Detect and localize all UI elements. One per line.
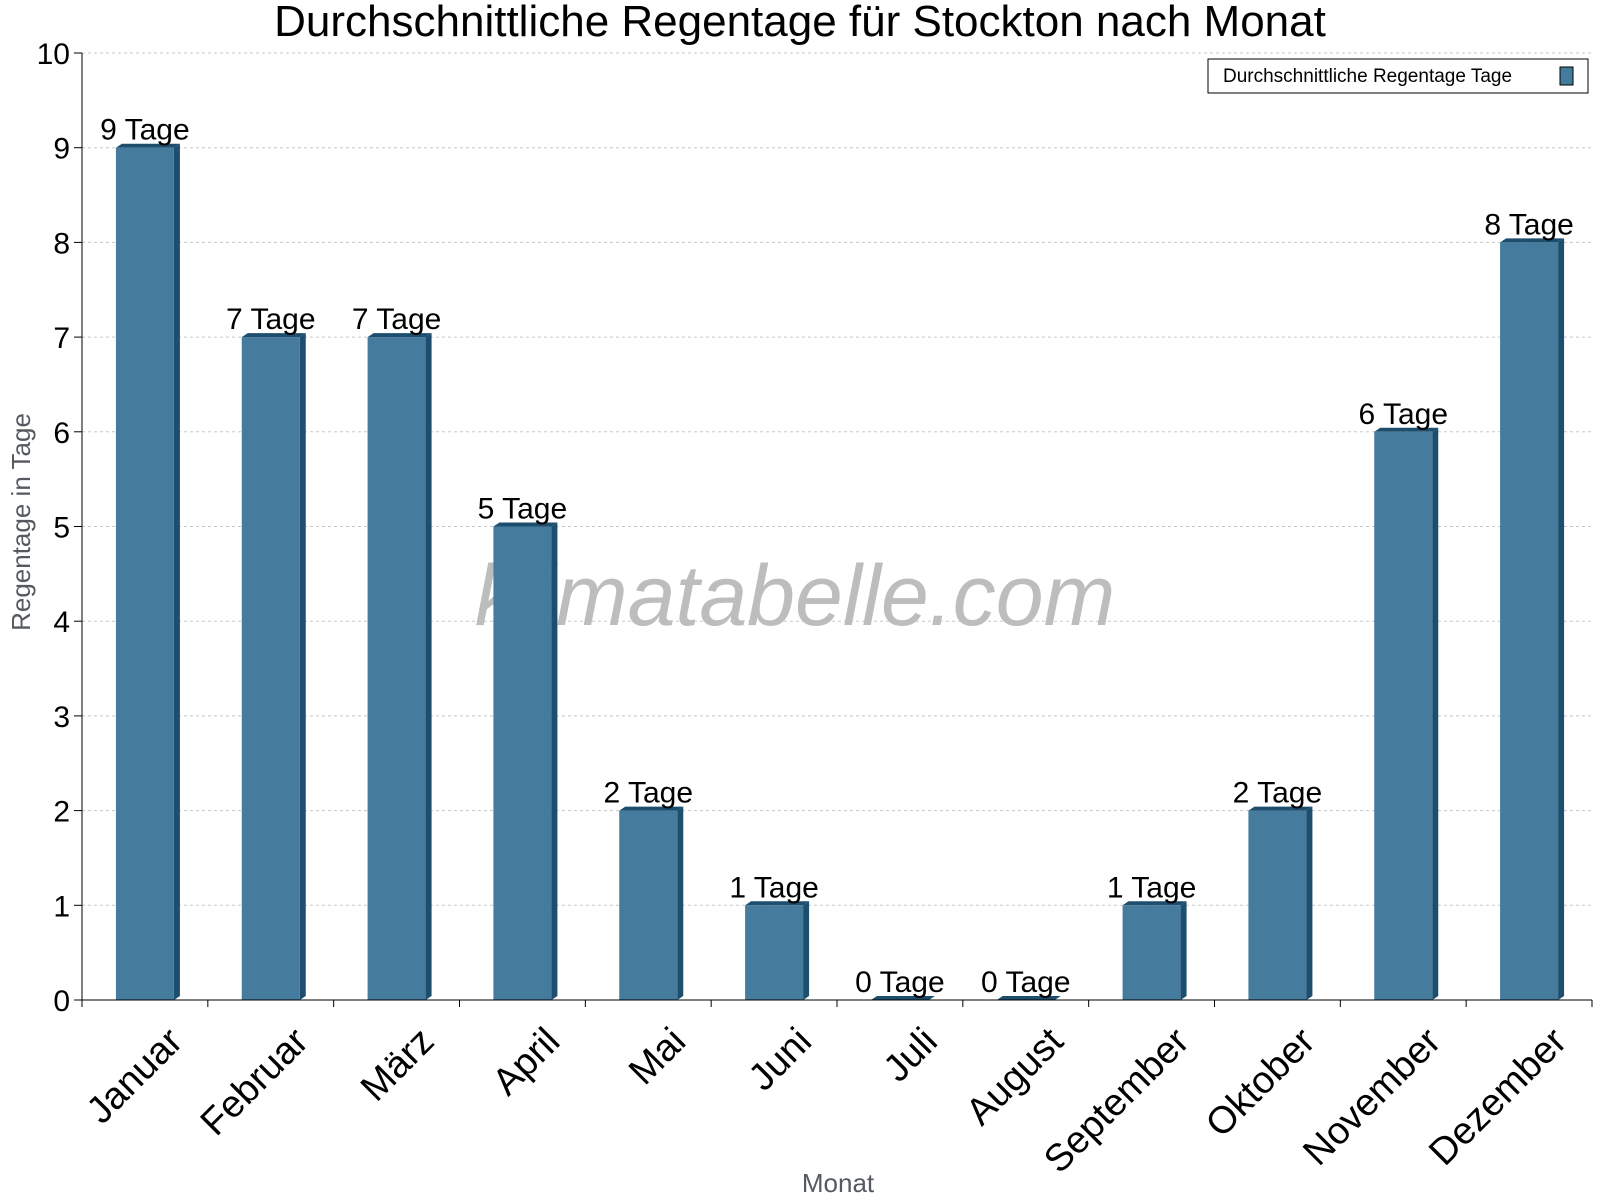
x-axis-title: Monat	[802, 1168, 875, 1198]
x-tick-label: August	[958, 1020, 1072, 1134]
bar-side	[1558, 238, 1565, 1000]
bar	[241, 333, 306, 1001]
data-label: 0 Tage	[855, 966, 945, 999]
x-tick-label: Januar	[79, 1020, 191, 1132]
bar-front	[1122, 905, 1181, 1000]
data-label: 9 Tage	[100, 114, 190, 147]
x-tick-label: Mai	[621, 1020, 694, 1093]
data-label: 7 Tage	[352, 303, 442, 336]
bar-front	[493, 526, 552, 1000]
bar-side	[173, 143, 180, 1000]
watermark: klimatabelle.com	[475, 548, 1115, 644]
x-tick-label: April	[485, 1020, 568, 1103]
data-label: 1 Tage	[729, 871, 819, 904]
bar	[996, 996, 1061, 1000]
y-axis-title: Regentage in Tage	[6, 413, 36, 631]
bar	[619, 806, 684, 1000]
bar-front	[1248, 810, 1307, 1000]
grid-lines	[82, 52, 1592, 906]
bar-front	[619, 810, 678, 1000]
chart-title: Durchschnittliche Regentage für Stockton…	[274, 0, 1326, 46]
bar	[367, 333, 432, 1001]
bar	[493, 522, 558, 1000]
y-tick-label: 2	[53, 796, 70, 829]
y-tick-label: 10	[37, 38, 70, 71]
bar-front	[367, 337, 426, 1001]
legend-box	[1207, 58, 1589, 94]
y-tick-label: 7	[53, 322, 70, 355]
y-tick-labels: 0 1 2 3 4 5 6 7 8 9 10	[37, 38, 82, 1018]
data-label: 6 Tage	[1358, 398, 1448, 431]
y-tick-label: 5	[53, 512, 70, 545]
data-label: 1 Tage	[1107, 871, 1197, 904]
y-tick-label: 9	[53, 133, 70, 166]
bar-side	[425, 333, 432, 1001]
bar	[115, 143, 180, 1000]
bar-top	[493, 522, 558, 527]
bar	[745, 901, 810, 1000]
bar-front	[1374, 431, 1433, 1000]
bar	[1500, 238, 1565, 1000]
bar-front	[115, 147, 174, 1000]
data-label: 2 Tage	[1233, 777, 1323, 810]
bar-top	[367, 333, 432, 338]
legend: Durchschnittliche Regentage Tage	[1207, 58, 1589, 94]
bar-top	[1122, 901, 1187, 906]
bars	[115, 143, 1565, 1001]
bar	[1374, 427, 1439, 1000]
bar-side	[1180, 901, 1187, 1000]
x-tick-labels: Januar Februar März April Mai Juni Juli AugustS…	[79, 1000, 1593, 1181]
data-label: 7 Tage	[226, 303, 316, 336]
axes	[81, 53, 1592, 1001]
x-tick-label: Oktober	[1198, 1020, 1324, 1146]
bar-side	[299, 333, 306, 1001]
y-tick-label: 1	[53, 890, 70, 923]
data-labels: 9 Tage 7 Tage 7 Tage 5 Tage 2 Tage 1 Tage 0 Ta…	[100, 114, 1574, 999]
bar	[870, 996, 935, 1000]
y-tick-label: 3	[53, 701, 70, 734]
y-tick-label: 8	[53, 227, 70, 260]
y-tick-label: 4	[53, 606, 70, 639]
bar-top	[996, 996, 1061, 1000]
bar-top	[1248, 806, 1313, 811]
data-label: 5 Tage	[478, 493, 568, 526]
bar-front	[745, 905, 804, 1000]
bar-top	[115, 143, 180, 148]
bar-top	[1500, 238, 1565, 243]
data-label: 0 Tage	[981, 966, 1071, 999]
bar-top	[619, 806, 684, 811]
x-tick-label: November	[1295, 1020, 1449, 1174]
bar-front	[1500, 242, 1559, 1000]
bar	[1248, 806, 1313, 1000]
x-tick-label: Dezember	[1421, 1020, 1575, 1174]
data-label: 2 Tage	[603, 777, 693, 810]
bar-side	[551, 522, 558, 1000]
x-tick-label: Februar	[193, 1020, 317, 1144]
bar-side	[1306, 806, 1313, 1000]
bar-top	[1374, 427, 1439, 432]
bar-top	[745, 901, 810, 906]
x-tick-label: Juni	[741, 1020, 820, 1099]
bar-top	[241, 333, 306, 338]
legend-label: Durchschnittliche Regentage Tage	[1223, 66, 1512, 87]
x-tick-label: März	[353, 1020, 442, 1109]
data-label: 8 Tage	[1484, 208, 1574, 241]
y-tick-label: 6	[53, 417, 70, 450]
bar-side	[1432, 427, 1439, 1000]
bar-front	[241, 337, 300, 1001]
bar	[1122, 901, 1187, 1000]
bar-top	[870, 996, 935, 1000]
y-tick-label: 0	[53, 985, 70, 1018]
legend-swatch	[1559, 66, 1574, 86]
x-tick-label: Juli	[876, 1020, 946, 1090]
bar-side	[803, 901, 810, 1000]
bar-side	[677, 806, 684, 1000]
